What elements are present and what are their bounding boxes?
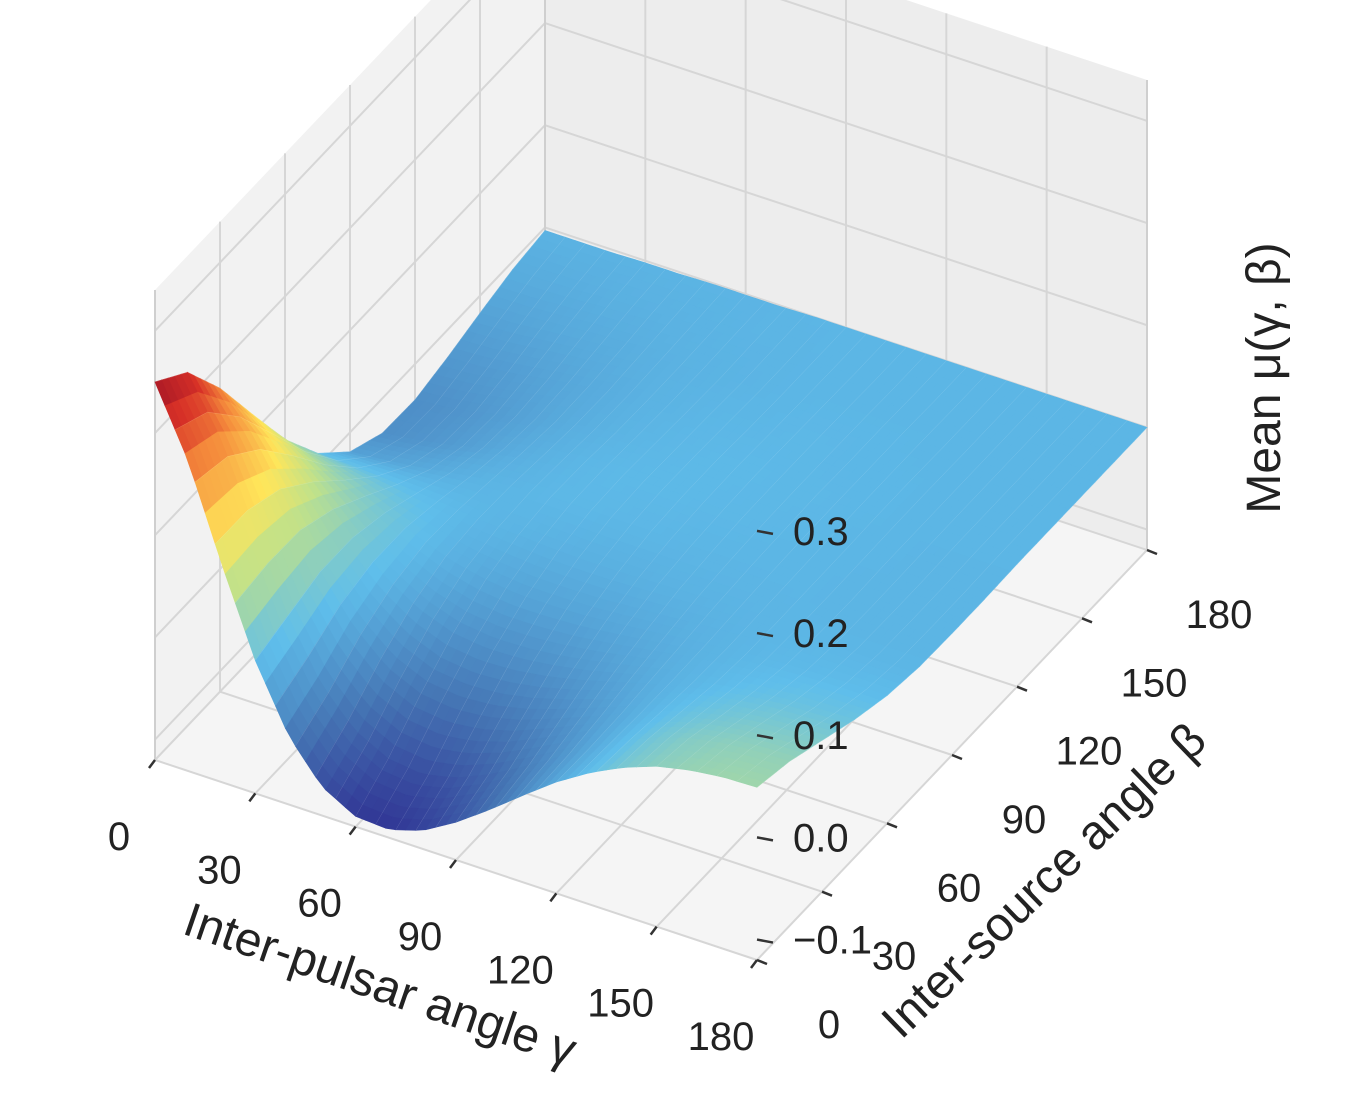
y-tick xyxy=(886,822,898,829)
z-tick-label: 0.1 xyxy=(793,714,849,758)
x-tick xyxy=(649,925,658,936)
z-axis-title: Mean μ(γ, β) xyxy=(1238,242,1291,513)
y-tick-label: 30 xyxy=(872,935,917,979)
x-tick-label: 150 xyxy=(587,982,654,1026)
y-tick xyxy=(756,958,768,966)
y-tick xyxy=(1146,548,1158,556)
x-tick xyxy=(248,792,257,803)
left-grid-z xyxy=(154,226,546,639)
left-grid-z xyxy=(154,22,546,434)
back-grid-z xyxy=(544,22,1148,224)
y-tick-label: 150 xyxy=(1121,661,1188,705)
x-tick xyxy=(348,825,357,836)
y-tick-label: 120 xyxy=(1056,730,1123,774)
left-grid-z xyxy=(154,0,472,332)
back-grid-z xyxy=(780,0,1148,122)
y-tick-label: 60 xyxy=(937,866,982,910)
z-tick-label: 0.3 xyxy=(793,510,849,554)
surface-mesh xyxy=(154,230,1148,831)
x-tick-label: 60 xyxy=(297,882,342,926)
z-tick-label: −0.1 xyxy=(793,919,872,963)
y-tick xyxy=(951,753,963,761)
y-tick xyxy=(821,890,833,897)
y-tick xyxy=(1016,685,1028,692)
y-tick xyxy=(1081,617,1093,624)
x-tick-label: 180 xyxy=(688,1015,755,1059)
x-tick xyxy=(148,759,156,769)
x-tick-label: 0 xyxy=(108,815,130,859)
x-tick-label: 120 xyxy=(487,948,554,992)
x-tick xyxy=(750,959,758,969)
z-tick-label: 0.2 xyxy=(793,612,849,656)
back-grid-z xyxy=(544,124,1148,327)
x-tick-label: 90 xyxy=(398,915,443,959)
y-tick-label: 0 xyxy=(818,1003,840,1047)
x-tick xyxy=(549,892,558,903)
y-tick-label: 180 xyxy=(1186,593,1253,637)
x-tick-label: 30 xyxy=(197,848,242,892)
y-tick-label: 90 xyxy=(1002,798,1047,842)
x-tick xyxy=(449,859,457,869)
z-tick-label: 0.0 xyxy=(793,816,849,860)
